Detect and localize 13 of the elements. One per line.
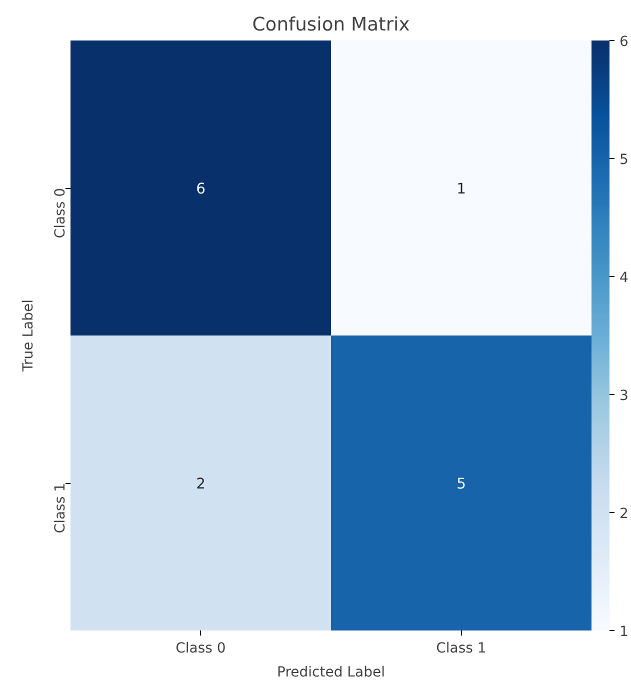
color-bar-label: 2	[620, 506, 628, 522]
color-bar-label: 1	[620, 624, 628, 640]
color-bar-label: 6	[620, 34, 628, 50]
data-label: 5	[456, 476, 466, 492]
y-axis-title: True Label	[20, 300, 36, 372]
x-axis-title: Predicted Label	[277, 664, 385, 680]
data-label: 1	[456, 180, 466, 198]
color-bar-label: 5	[620, 152, 628, 168]
data-label: 6	[196, 180, 206, 198]
color-bar-label: 3	[620, 388, 628, 404]
color-bar-label: 4	[620, 270, 628, 286]
data-label: 2	[196, 476, 206, 492]
chart-title: Confusion Matrix	[252, 14, 410, 36]
